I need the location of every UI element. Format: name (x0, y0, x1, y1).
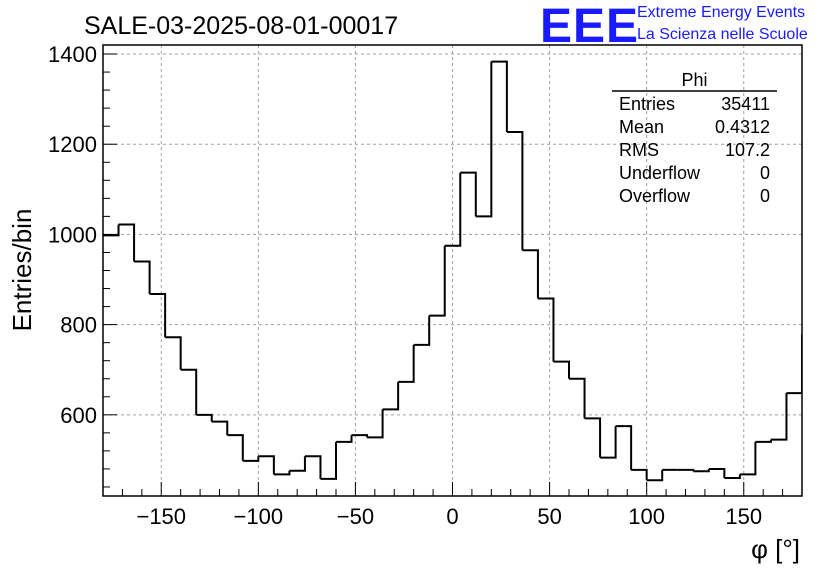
stats-value: 35411 (721, 94, 770, 114)
histogram-bin (818, 265, 834, 290)
histogram-bin (196, 413, 213, 422)
histogram-bin (382, 381, 400, 411)
stats-label: Underflow (619, 163, 701, 183)
histogram-bin (553, 360, 570, 379)
stats-label: Overflow (619, 186, 691, 206)
histogram-bin (506, 131, 524, 251)
histogram-bin (103, 224, 120, 237)
eee-logo: EEE (540, 0, 639, 53)
histogram-bin (429, 245, 446, 317)
histogram-bin (475, 61, 493, 218)
histogram-bin (677, 468, 695, 472)
histogram-bin (180, 368, 198, 415)
histogram-bin (615, 425, 633, 470)
histogram-bin (491, 60, 508, 133)
histogram-bin (289, 456, 306, 472)
histogram-bin (708, 467, 726, 478)
x-tick-label: 150 (725, 504, 762, 529)
histogram-series (103, 60, 834, 482)
histogram-bin (444, 172, 462, 247)
histogram-bin (600, 426, 617, 459)
histogram-bin (242, 456, 260, 462)
histogram-bin (304, 455, 322, 479)
histogram-bin (211, 420, 229, 436)
y-tick-label: 1200 (48, 132, 97, 157)
stats-value: 0 (760, 186, 770, 206)
histogram-bin (336, 435, 353, 443)
histogram-bin (367, 409, 384, 439)
histogram-bin (786, 334, 802, 395)
stats-title: Phi (681, 70, 707, 90)
x-tick-label: 100 (628, 504, 665, 529)
chart-title: SALE-03-2025-08-01-00017 (84, 12, 398, 40)
stats-label: RMS (619, 140, 659, 160)
y-tick-label: 600 (60, 403, 97, 428)
histogram-bin (227, 434, 244, 461)
y-tick-label: 1000 (48, 222, 97, 247)
histogram-bin (149, 292, 167, 338)
histogram-bin (693, 468, 710, 473)
histogram-bin (320, 441, 337, 480)
histogram-bin (646, 469, 664, 482)
axes: −150 −100 −50 0 50 100 150 600 800 1000 1200 1400 (48, 42, 803, 529)
histogram-bin (724, 474, 741, 479)
x-tick-label: 0 (446, 504, 458, 529)
x-tick-label: −150 (136, 504, 186, 529)
histogram-bin (584, 417, 602, 458)
histogram-bin (398, 344, 415, 383)
histogram-bin (258, 455, 275, 475)
histogram-bin (770, 393, 788, 441)
histogram-bin (739, 441, 757, 476)
y-axis-title: Entries/bin (7, 209, 37, 332)
histogram-bin (569, 377, 586, 419)
stats-box: Phi Entries 35411 Mean 0.4312 RMS 107.2 Underfl… (612, 70, 777, 206)
y-tick-label: 800 (60, 313, 97, 338)
histogram-bin (165, 336, 182, 370)
stats-value: 0.4312 (715, 117, 770, 137)
x-tick-label: −50 (337, 504, 374, 529)
grid (103, 45, 802, 496)
tagline-2: La Scienza nelle Scuole (637, 26, 808, 43)
y-tick-label: 1400 (48, 42, 97, 67)
x-tick-label: −100 (234, 504, 284, 529)
stats-label: Mean (619, 117, 664, 137)
histogram-bin (351, 434, 369, 438)
histogram-bin (802, 289, 818, 334)
x-axis-title: φ [°] (751, 534, 800, 564)
stats-value: 107.2 (725, 140, 770, 160)
tagline-1: Extreme Energy Events (637, 4, 805, 21)
stats-label: Entries (619, 94, 675, 114)
histogram-bin (460, 171, 477, 217)
histogram-bin (273, 470, 291, 476)
histogram-bin (413, 315, 431, 346)
x-tick-label: 50 (537, 504, 561, 529)
histogram-bin (134, 260, 151, 294)
histogram-bin (631, 468, 648, 481)
stats-value: 0 (760, 163, 770, 183)
histogram-bin (118, 223, 136, 262)
histogram-bin (537, 297, 555, 362)
histogram-bin (522, 249, 539, 299)
histogram-bin (755, 439, 772, 443)
